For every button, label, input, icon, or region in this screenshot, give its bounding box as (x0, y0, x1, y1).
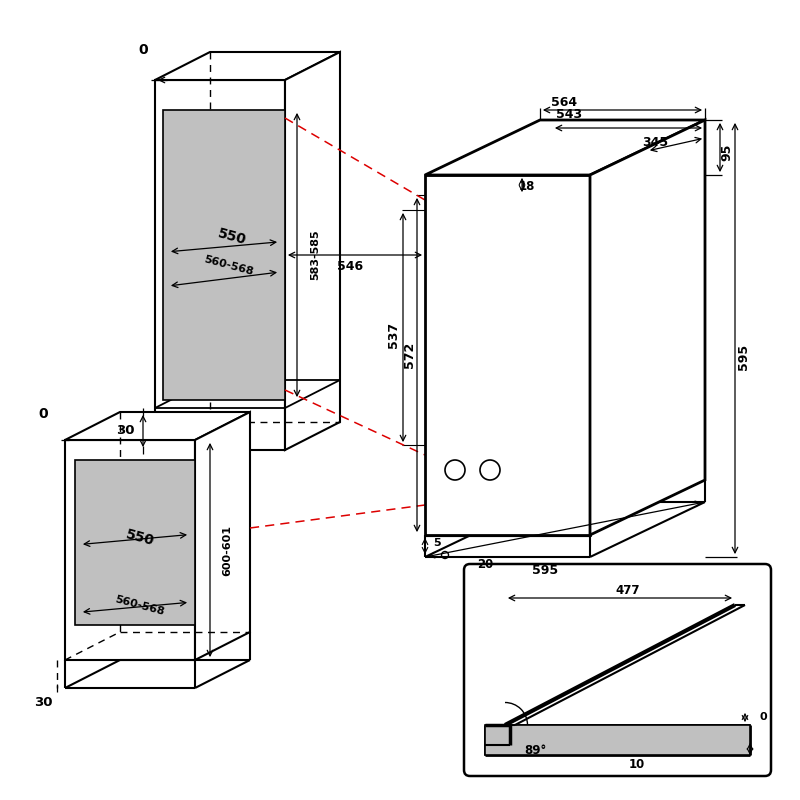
Text: 30: 30 (116, 425, 134, 438)
Polygon shape (195, 412, 250, 660)
Text: 89°: 89° (524, 743, 546, 757)
Text: 583-585: 583-585 (310, 230, 320, 280)
Polygon shape (155, 52, 340, 80)
Text: 560-568: 560-568 (114, 594, 166, 617)
Text: 560-568: 560-568 (203, 254, 255, 278)
Text: 30: 30 (34, 697, 52, 710)
Polygon shape (285, 52, 340, 450)
Text: 95: 95 (721, 143, 734, 161)
Text: 5: 5 (433, 538, 441, 548)
Text: 595: 595 (532, 565, 558, 578)
Polygon shape (163, 110, 285, 400)
Text: 537: 537 (386, 322, 399, 348)
Polygon shape (75, 460, 195, 625)
Text: 564: 564 (551, 95, 577, 109)
Text: 345: 345 (642, 135, 668, 149)
Text: 0: 0 (138, 43, 148, 57)
FancyBboxPatch shape (464, 564, 771, 776)
Text: 10: 10 (629, 758, 645, 771)
Text: 18: 18 (519, 181, 535, 194)
Polygon shape (65, 440, 195, 660)
Text: 550: 550 (216, 226, 248, 247)
Text: 0: 0 (759, 712, 767, 722)
Polygon shape (65, 412, 250, 440)
Text: 0: 0 (38, 407, 48, 421)
Polygon shape (425, 175, 590, 535)
Text: 20: 20 (477, 558, 493, 571)
Text: 477: 477 (616, 583, 640, 597)
Text: 595: 595 (737, 344, 750, 370)
Polygon shape (425, 120, 705, 175)
Polygon shape (485, 725, 750, 755)
Text: 550: 550 (124, 527, 156, 548)
Text: 543: 543 (556, 109, 582, 122)
Text: 546: 546 (337, 261, 363, 274)
Text: 600-601: 600-601 (222, 525, 232, 575)
Polygon shape (155, 80, 285, 450)
Text: 572: 572 (403, 342, 417, 368)
Polygon shape (590, 120, 705, 535)
